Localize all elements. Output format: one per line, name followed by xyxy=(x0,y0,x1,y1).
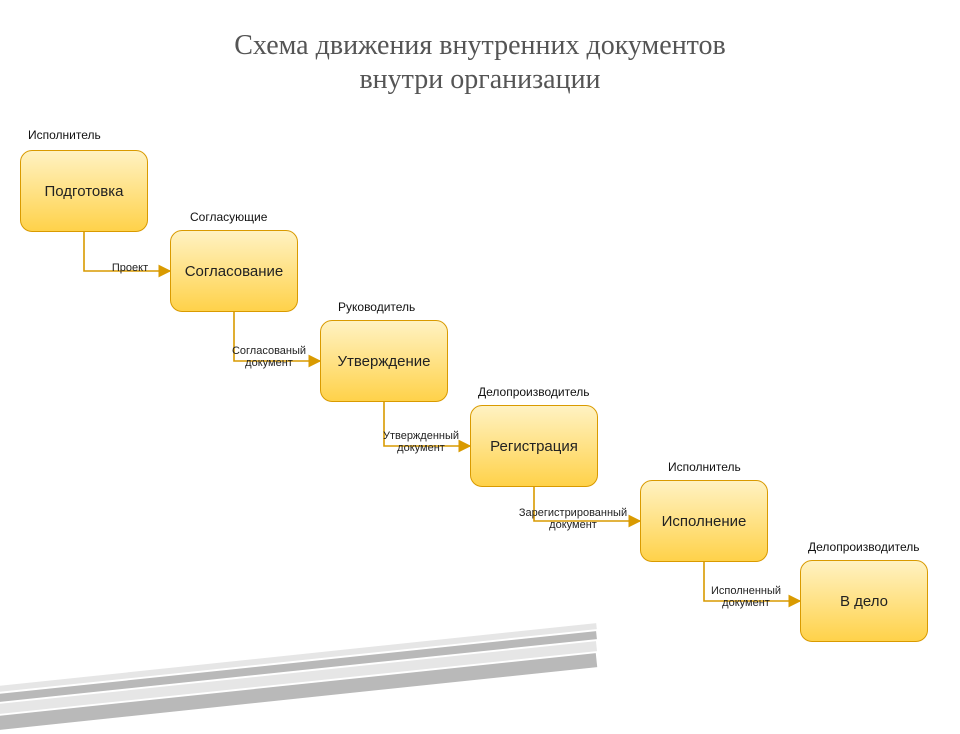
flow-node-label: Утверждение xyxy=(337,353,430,370)
flow-node-n5: Исполнение xyxy=(640,480,768,562)
flowchart: Подготовка Исполнитель Согласование Согласу… xyxy=(0,0,960,720)
flow-node-role: Исполнитель xyxy=(28,128,101,142)
flow-node-n3: Утверждение xyxy=(320,320,448,402)
flow-node-role: Делопроизводитель xyxy=(808,540,920,554)
flow-node-n6: В дело xyxy=(800,560,928,642)
flow-node-role: Руководитель xyxy=(338,300,415,314)
flow-node-label: Регистрация xyxy=(490,438,578,455)
flow-node-n1: Подготовка xyxy=(20,150,148,232)
flow-node-role: Согласующие xyxy=(190,210,267,224)
flow-node-n4: Регистрация xyxy=(470,405,598,487)
flow-node-label: Исполнение xyxy=(662,513,747,530)
flow-edge-label: Исполненный документ xyxy=(700,585,792,609)
flow-edge-label: Утвержденный документ xyxy=(376,430,466,454)
flow-edge-label: Зарегистрированный документ xyxy=(510,507,636,531)
flow-edge-label: Проект xyxy=(100,262,160,274)
flow-node-role: Исполнитель xyxy=(668,460,741,474)
flow-node-role: Делопроизводитель xyxy=(478,385,590,399)
flow-node-label: В дело xyxy=(840,593,888,610)
flow-node-label: Подготовка xyxy=(45,183,124,200)
flow-node-n2: Согласование xyxy=(170,230,298,312)
flow-edge-label: Согласованый документ xyxy=(226,345,312,369)
flow-node-label: Согласование xyxy=(185,263,284,280)
